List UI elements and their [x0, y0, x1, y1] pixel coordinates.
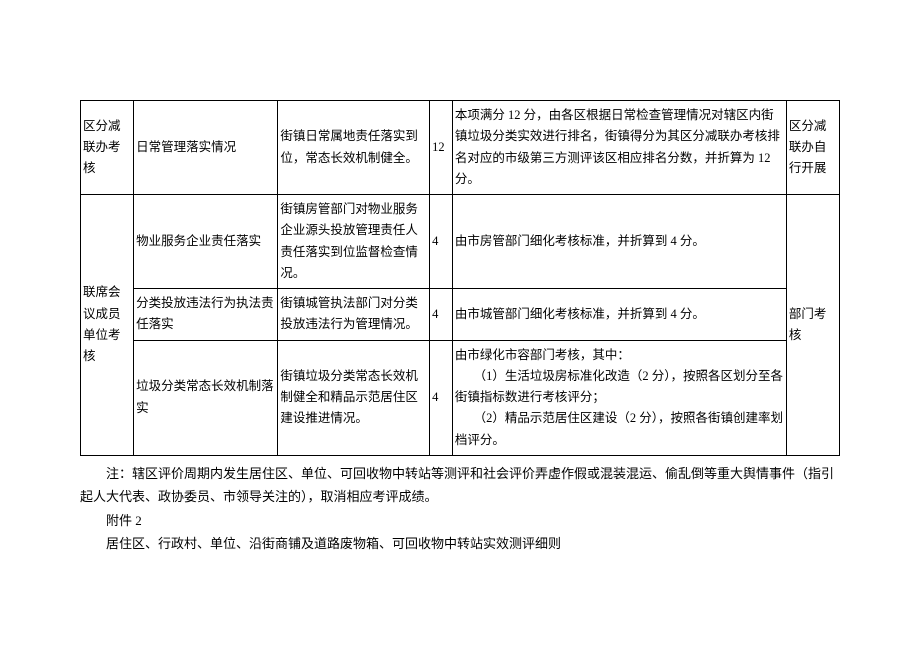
cell-criteria: 街镇日常属地责任落实到位，常态长效机制健全。 [278, 101, 430, 195]
attachment-title: 居住区、行政村、单位、沿街商铺及道路废物箱、可回收物中转站实效测评细则 [80, 532, 840, 555]
table-row: 联席会议成员单位考核 物业服务企业责任落实 街镇房管部门对物业服务企业源头投放管… [81, 195, 840, 289]
cell-item: 物业服务企业责任落实 [134, 195, 278, 289]
cell-item: 日常管理落实情况 [134, 101, 278, 195]
cell-score: 12 [430, 101, 453, 195]
attachment-label: 附件 2 [80, 509, 840, 532]
cell-item: 分类投放违法行为执法责任落实 [134, 289, 278, 341]
cell-criteria: 街镇垃圾分类常态长效机制健全和精品示范居住区建设推进情况。 [278, 340, 430, 455]
cell-score: 4 [430, 195, 453, 289]
cell-score: 4 [430, 340, 453, 455]
cell-category: 区分减联办考核 [81, 101, 134, 195]
cell-method: 部门考核 [786, 195, 839, 456]
cell-description: 由市城管部门细化考核标准，并折算到 4 分。 [452, 289, 786, 341]
table-row: 垃圾分类常态长效机制落实 街镇垃圾分类常态长效机制健全和精品示范居住区建设推进情… [81, 340, 840, 455]
cell-score: 4 [430, 289, 453, 341]
cell-description: 本项满分 12 分，由各区根据日常检查管理情况对辖区内街镇垃圾分类实效进行排名，… [452, 101, 786, 195]
cell-method: 区分减联办自行开展 [786, 101, 839, 195]
cell-criteria: 街镇房管部门对物业服务企业源头投放管理责任人责任落实到位监督检查情况。 [278, 195, 430, 289]
notes-section: 注：辖区评价周期内发生居住区、单位、可回收物中转站等测评和社会评价弄虚作假或混装… [80, 462, 840, 556]
cell-criteria: 街镇城管执法部门对分类投放违法行为管理情况。 [278, 289, 430, 341]
table-row: 区分减联办考核 日常管理落实情况 街镇日常属地责任落实到位，常态长效机制健全。 … [81, 101, 840, 195]
cell-description: 由市房管部门细化考核标准，并折算到 4 分。 [452, 195, 786, 289]
assessment-table: 区分减联办考核 日常管理落实情况 街镇日常属地责任落实到位，常态长效机制健全。 … [80, 100, 840, 456]
note-text: 注：辖区评价周期内发生居住区、单位、可回收物中转站等测评和社会评价弄虚作假或混装… [80, 462, 840, 509]
cell-description: 由市绿化市容部门考核，其中： （1）生活垃圾房标准化改造（2 分），按照各区划分… [452, 340, 786, 455]
cell-category: 联席会议成员单位考核 [81, 195, 134, 456]
table-row: 分类投放违法行为执法责任落实 街镇城管执法部门对分类投放违法行为管理情况。 4 … [81, 289, 840, 341]
cell-item: 垃圾分类常态长效机制落实 [134, 340, 278, 455]
